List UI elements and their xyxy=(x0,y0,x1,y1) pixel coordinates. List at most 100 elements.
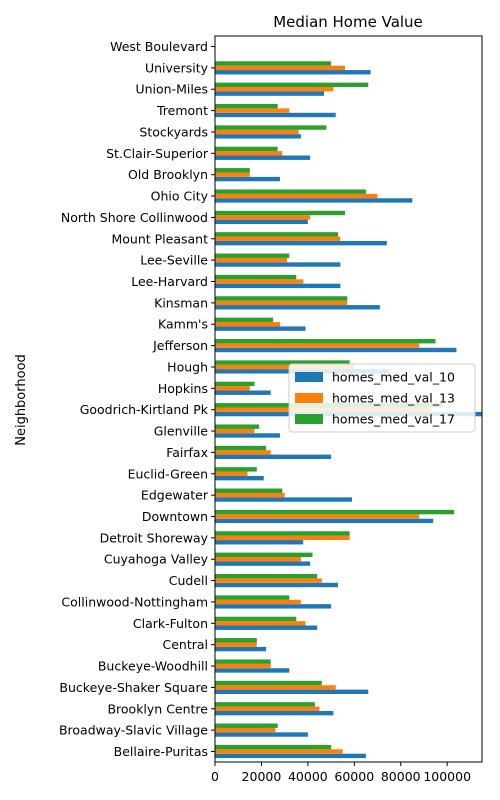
bar-homes_med_val_17-26 xyxy=(215,189,366,194)
x-tick-label: 100000 xyxy=(423,769,471,784)
y-tick-label: St.Clair-Superior xyxy=(106,146,209,161)
bar-homes_med_val_13-10 xyxy=(215,535,350,541)
bar-homes_med_val_10-24 xyxy=(215,240,387,246)
y-tick-label: Hough xyxy=(167,359,208,374)
x-tick-label: 0 xyxy=(211,769,219,784)
bar-homes_med_val_17-15 xyxy=(215,424,260,429)
y-tick-label: Hopkins xyxy=(158,381,208,396)
bar-homes_med_val_13-29 xyxy=(215,129,299,135)
bar-homes_med_val_13-11 xyxy=(215,514,420,519)
bar-homes_med_val_13-30 xyxy=(215,108,290,113)
bar-homes_med_val_13-6 xyxy=(215,621,306,626)
bar-homes_med_val_10-7 xyxy=(215,604,332,609)
legend-label-homes_med_val_13: homes_med_val_13 xyxy=(332,391,455,406)
bar-homes_med_val_17-22 xyxy=(215,274,297,280)
bar-homes_med_val_10-9 xyxy=(215,561,311,566)
y-tick-label: Detroit Shoreway xyxy=(100,530,209,545)
y-tick-label: Cuyahoga Valley xyxy=(104,552,209,567)
bar-homes_med_val_10-12 xyxy=(215,497,352,502)
bar-homes_med_val_10-20 xyxy=(215,326,306,331)
bar-homes_med_val_13-25 xyxy=(215,215,311,220)
bar-homes_med_val_17-4 xyxy=(215,659,271,664)
y-tick-label: Brooklyn Centre xyxy=(107,701,208,716)
bar-homes_med_val_10-10 xyxy=(215,540,304,545)
bar-homes_med_val_10-19 xyxy=(215,347,457,353)
y-tick-label: Glenville xyxy=(154,424,209,439)
bar-homes_med_val_17-27 xyxy=(215,168,250,173)
legend-swatch-homes_med_val_10 xyxy=(295,372,323,382)
bar-homes_med_val_13-4 xyxy=(215,663,271,669)
bar-homes_med_val_13-17 xyxy=(215,386,250,391)
bar-homes_med_val_13-7 xyxy=(215,599,301,605)
y-tick-label: Old Brooklyn xyxy=(128,167,208,182)
bar-homes_med_val_13-5 xyxy=(215,642,257,647)
bar-homes_med_val_17-28 xyxy=(215,146,278,152)
legend-swatch-homes_med_val_13 xyxy=(295,393,323,403)
bar-homes_med_val_13-32 xyxy=(215,65,346,71)
bar-homes_med_val_13-18 xyxy=(215,364,355,370)
y-tick-label: Goodrich-Kirtland Pk xyxy=(80,402,209,417)
bar-homes_med_val_13-28 xyxy=(215,151,283,156)
bar-homes_med_val_17-11 xyxy=(215,509,455,515)
bar-homes_med_val_13-9 xyxy=(215,557,301,562)
bar-homes_med_val_10-8 xyxy=(215,582,339,588)
bar-homes_med_val_10-0 xyxy=(215,753,366,759)
bar-homes_med_val_17-20 xyxy=(215,317,274,323)
bar-homes_med_val_17-5 xyxy=(215,638,257,643)
bar-homes_med_val_10-13 xyxy=(215,475,264,481)
legend-swatch-homes_med_val_17 xyxy=(295,414,323,424)
y-tick-label: Euclid-Green xyxy=(128,466,208,481)
bar-homes_med_val_10-21 xyxy=(215,305,380,310)
legend-box xyxy=(288,363,476,433)
bar-homes_med_val_17-17 xyxy=(215,381,255,387)
y-tick-label: Lee-Seville xyxy=(140,253,208,268)
y-tick-label: University xyxy=(145,60,209,75)
bar-homes_med_val_17-3 xyxy=(215,680,322,686)
bar-homes_med_val_17-32 xyxy=(215,61,332,66)
bar-homes_med_val_13-13 xyxy=(215,471,248,476)
bar-homes_med_val_10-32 xyxy=(215,70,371,75)
bar-homes_med_val_17-18 xyxy=(215,360,350,365)
y-tick-label: Buckeye-Woodhill xyxy=(98,659,208,674)
bar-homes_med_val_10-6 xyxy=(215,625,318,630)
bars-group xyxy=(215,61,482,759)
bar-homes_med_val_13-3 xyxy=(215,685,336,690)
x-tick-label: 40000 xyxy=(288,769,328,784)
bar-homes_med_val_10-30 xyxy=(215,112,336,118)
bar-homes_med_val_10-2 xyxy=(215,710,334,716)
bar-homes_med_val_10-25 xyxy=(215,219,308,225)
bar-homes_med_val_17-19 xyxy=(215,338,436,344)
bar-homes_med_val_10-14 xyxy=(215,454,332,460)
y-tick-label: Jefferson xyxy=(152,338,208,353)
bar-homes_med_val_13-22 xyxy=(215,279,304,284)
y-tick-label: Broadway-Slavic Village xyxy=(59,723,208,738)
bar-homes_med_val_10-11 xyxy=(215,518,434,524)
bar-homes_med_val_17-6 xyxy=(215,616,297,622)
bar-homes_med_val_13-19 xyxy=(215,343,420,348)
bar-homes_med_val_17-9 xyxy=(215,552,313,558)
x-tick-label: 80000 xyxy=(381,769,421,784)
y-tick-label: Kinsman xyxy=(154,295,208,310)
bar-homes_med_val_17-1 xyxy=(215,723,278,728)
bar-homes_med_val_13-0 xyxy=(215,749,343,754)
bar-homes_med_val_13-14 xyxy=(215,450,271,455)
plot-frame xyxy=(214,35,483,763)
y-tick-label: Cudell xyxy=(169,573,208,588)
bar-homes_med_val_10-22 xyxy=(215,283,341,289)
y-tick-label: Mount Pleasant xyxy=(111,231,208,246)
bar-homes_med_val_10-26 xyxy=(215,198,413,203)
bar-homes_med_val_10-1 xyxy=(215,732,308,737)
y-ticks-group: Bellaire-Puritas Broadway-Slavic Village… xyxy=(59,39,215,759)
y-tick-label: Collinwood-Nottingham xyxy=(61,594,208,609)
y-tick-label: Tremont xyxy=(156,103,208,118)
bar-homes_med_val_10-31 xyxy=(215,91,325,96)
y-tick-label: Ohio City xyxy=(151,189,209,204)
bar-homes_med_val_10-4 xyxy=(215,668,290,673)
y-tick-label: Edgewater xyxy=(141,488,209,503)
y-tick-label: West Boulevard xyxy=(110,39,208,54)
legend-label-homes_med_val_10: homes_med_val_10 xyxy=(332,370,455,385)
y-axis-label: Neighborhood xyxy=(14,354,29,446)
bar-homes_med_val_13-1 xyxy=(215,727,276,733)
bar-homes_med_val_17-7 xyxy=(215,595,290,600)
